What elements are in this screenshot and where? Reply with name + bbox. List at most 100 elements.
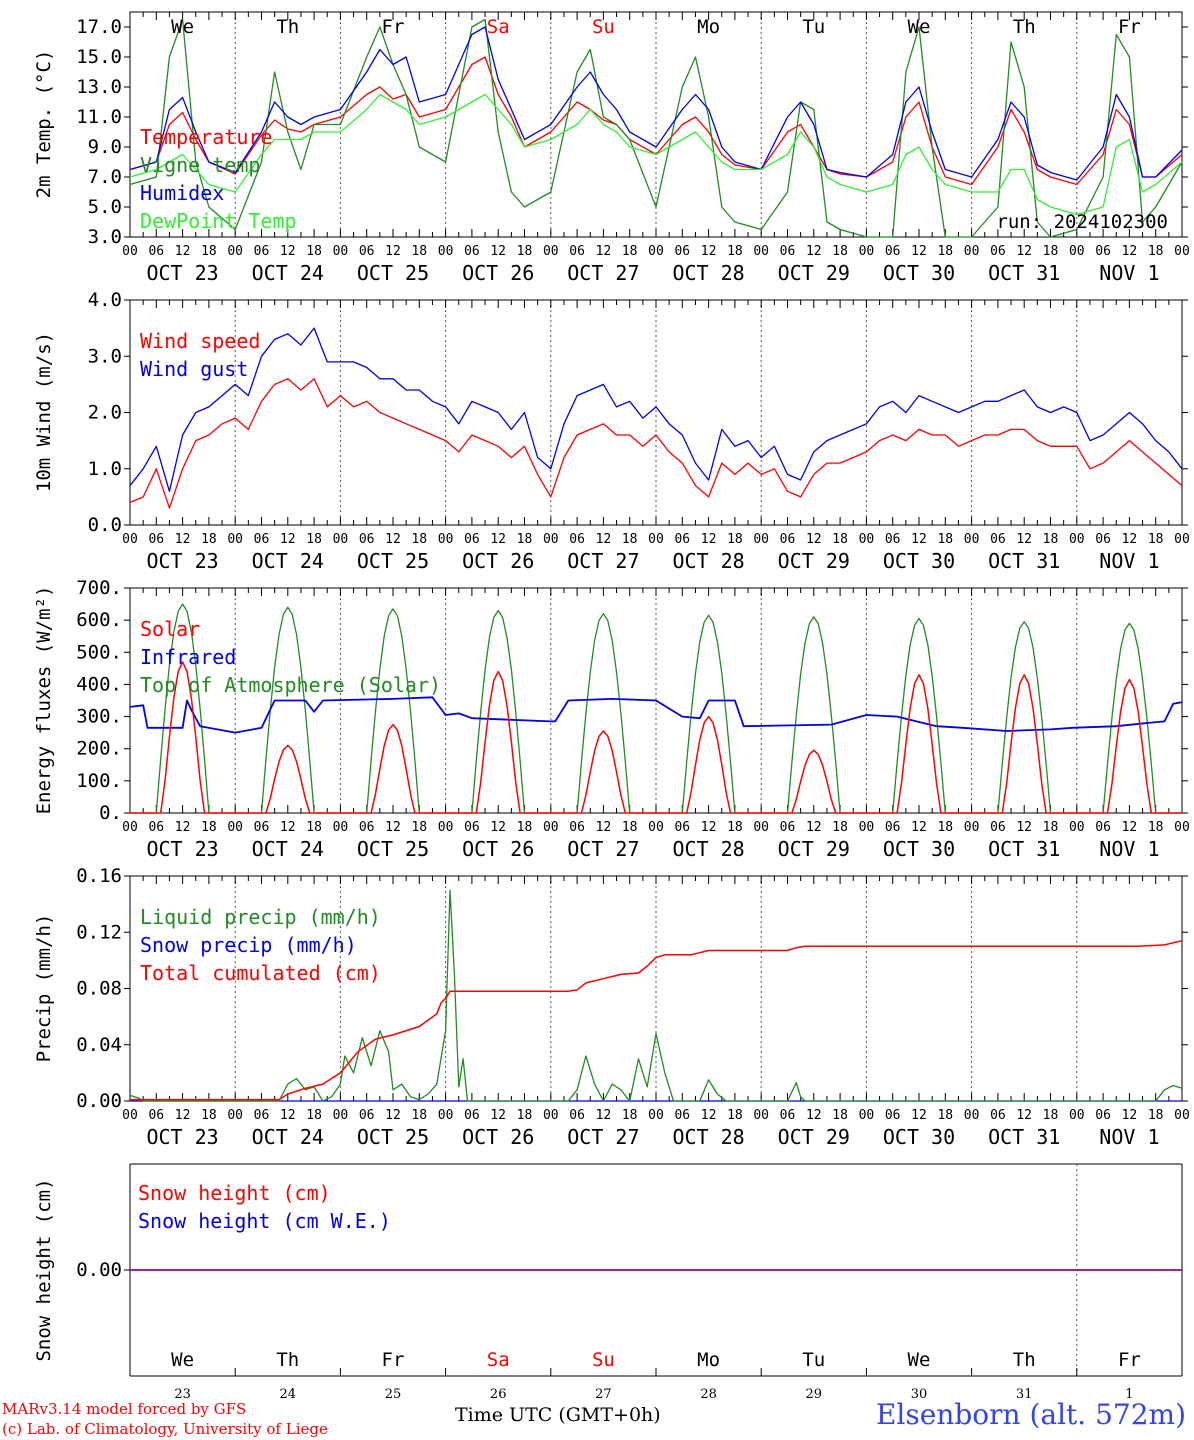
wind-series-0 (129, 378, 1183, 509)
temp-hour-label: 06 (674, 244, 690, 259)
snow-day-label: We (908, 1349, 931, 1371)
energy-hour-label: 18 (517, 820, 533, 835)
temp-series-1 (129, 18, 1183, 238)
wind-hour-label: 00 (543, 532, 559, 547)
wind-hour-label: 18 (201, 532, 217, 547)
wind-hour-label: 00 (333, 532, 349, 547)
snow-day-number: 25 (385, 1387, 402, 1402)
temp-hour-label: 18 (1148, 244, 1164, 259)
wind-hour-label: 06 (780, 532, 796, 547)
snow-day-number: 26 (490, 1387, 507, 1402)
energy-ylabel: Energy fluxes (W/m²) (33, 586, 55, 815)
wind-hour-label: 00 (122, 532, 138, 547)
snow-day-number: 1 (1125, 1387, 1133, 1402)
precip-hour-label: 12 (911, 1108, 927, 1123)
temp-ytick-label: 17.0 (76, 16, 122, 38)
wind-hour-label: 18 (937, 532, 953, 547)
energy-hour-label: 00 (648, 820, 664, 835)
temp-ylabel: 2m Temp. (°C) (33, 50, 55, 199)
precip-date-label: OCT 26 (462, 1125, 534, 1149)
precip-hour-label: 06 (464, 1108, 480, 1123)
wind-legend-1: Wind gust (140, 357, 248, 381)
temp-hour-label: 18 (727, 244, 743, 259)
temp-legend-2: Humidex (140, 181, 224, 205)
energy-hour-label: 12 (911, 820, 927, 835)
wind-hour-label: 12 (280, 532, 296, 547)
wind-hour-label: 18 (306, 532, 322, 547)
energy-ytick-label: 500. (76, 641, 122, 663)
wind-ylabel: 10m Wind (m/s) (33, 332, 55, 492)
temp-hour-label: 12 (175, 244, 191, 259)
temp-hour-label: 12 (911, 244, 927, 259)
temp-hour-label: 06 (885, 244, 901, 259)
wind-hour-label: 00 (227, 532, 243, 547)
precip-hour-label: 18 (306, 1108, 322, 1123)
precip-hour-label: 12 (806, 1108, 822, 1123)
temp-hour-label: 12 (596, 244, 612, 259)
energy-date-label: OCT 29 (778, 837, 850, 861)
lab-credit: (c) Lab. of Climatology, University of L… (2, 1420, 328, 1438)
precip-ytick-label: 0.12 (76, 921, 122, 943)
energy-hour-label: 12 (1122, 820, 1138, 835)
energy-hour-label: 18 (306, 820, 322, 835)
temp-hour-label: 12 (385, 244, 401, 259)
temp-series-3 (129, 93, 1183, 216)
wind-series-1 (129, 327, 1183, 492)
precip-hour-label: 06 (148, 1108, 164, 1123)
wind-hour-label: 06 (148, 532, 164, 547)
snow-day-label: Mo (697, 1349, 720, 1371)
temp-day-label: Th (276, 16, 299, 38)
snow-day-number: 23 (174, 1387, 191, 1402)
wind-date-label: OCT 29 (778, 549, 850, 573)
wind-hour-label: 06 (359, 532, 375, 547)
energy-hour-label: 12 (596, 820, 612, 835)
wind-hour-label: 06 (569, 532, 585, 547)
precip-date-label: OCT 30 (883, 1125, 955, 1149)
snow-day-number: 30 (911, 1387, 928, 1402)
wind-hour-label: 00 (753, 532, 769, 547)
wind-ytick-label: 1.0 (88, 458, 122, 480)
wind-hour-label: 18 (517, 532, 533, 547)
precip-hour-label: 12 (1122, 1108, 1138, 1123)
wind-hour-label: 06 (254, 532, 270, 547)
precip-hour-label: 18 (1043, 1108, 1059, 1123)
wind-ytick-label: 4.0 (88, 289, 122, 311)
wind-hour-label: 12 (701, 532, 717, 547)
precip-hour-label: 18 (201, 1108, 217, 1123)
precip-ytick-label: 0.08 (76, 978, 122, 1000)
precip-date-label: OCT 31 (988, 1125, 1060, 1149)
wind-hour-label: 12 (1016, 532, 1032, 547)
temp-hour-label: 00 (122, 244, 138, 259)
energy-hour-label: 00 (1069, 820, 1085, 835)
energy-series-infrared (129, 696, 1183, 734)
energy-ytick-label: 300. (76, 706, 122, 728)
precip-series-liquid (129, 889, 1183, 1102)
precip-ylabel: Precip (mm/h) (33, 914, 55, 1063)
temp-day-label: We (908, 16, 931, 38)
precip-hour-label: 00 (753, 1108, 769, 1123)
precip-hour-label: 06 (254, 1108, 270, 1123)
temp-legend-0: Temperature (140, 125, 272, 149)
energy-legend-0: Solar (140, 617, 200, 641)
wind-hour-label: 00 (859, 532, 875, 547)
temp-date-label: OCT 27 (567, 261, 639, 285)
temp-ytick-label: 5.0 (88, 196, 122, 218)
snow-day-number: 24 (280, 1387, 297, 1402)
wind-hour-label: 06 (1095, 532, 1111, 547)
energy-hour-label: 06 (148, 820, 164, 835)
energy-date-label: OCT 27 (567, 837, 639, 861)
temp-series-0 (129, 56, 1183, 186)
precip-date-label: OCT 24 (252, 1125, 324, 1149)
energy-date-label: OCT 23 (146, 837, 218, 861)
precip-hour-label: 18 (517, 1108, 533, 1123)
energy-hour-label: 06 (780, 820, 796, 835)
temp-hour-label: 18 (1043, 244, 1059, 259)
energy-hour-label: 12 (385, 820, 401, 835)
temp-date-label: OCT 24 (252, 261, 324, 285)
temp-hour-label: 18 (937, 244, 953, 259)
precip-hour-label: 06 (674, 1108, 690, 1123)
energy-hour-label: 12 (1016, 820, 1032, 835)
temp-date-label: NOV 1 (1099, 261, 1159, 285)
energy-date-label: OCT 31 (988, 837, 1060, 861)
